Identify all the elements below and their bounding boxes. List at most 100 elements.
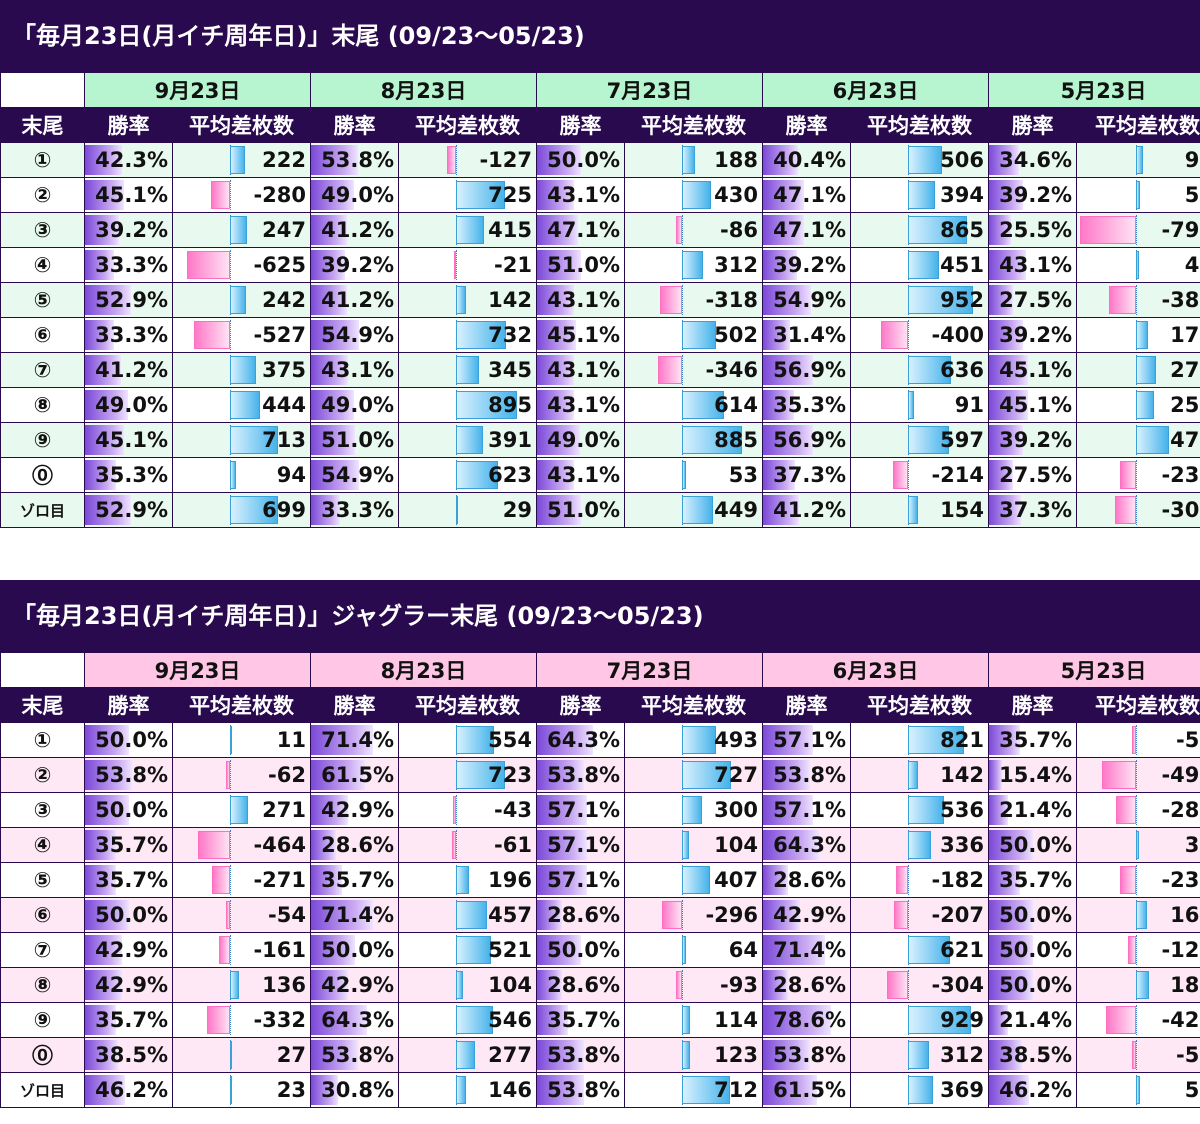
avg-diff-value: -307: [1161, 498, 1200, 522]
win-rate-bar: [311, 935, 355, 965]
win-rate-bar: [311, 390, 354, 420]
avg-diff-value: 136: [262, 973, 306, 997]
avg-diff-value: -235: [1161, 463, 1200, 487]
table-row: ③ 50.0% 271 42.9% -43 57.1% 300 57.1% 536 21.4% -2…: [0, 792, 1200, 828]
avg-diff-positive-bar: [456, 901, 487, 929]
avg-diff-cell: 91: [850, 387, 989, 423]
row-label: ⑥: [0, 317, 85, 353]
win-rate-bar: [85, 145, 122, 175]
avg-diff-positive-bar: [908, 181, 935, 209]
win-rate-cell: 21.4%: [988, 792, 1077, 828]
avg-diff-value: 506: [940, 148, 984, 172]
win-rate-bar: [537, 760, 584, 790]
win-rate-cell: 38.5%: [84, 1037, 173, 1073]
win-rate-bar: [85, 725, 129, 755]
win-rate-bar: [763, 180, 804, 210]
win-rate-cell: 28.6%: [310, 827, 399, 863]
win-rate-bar: [537, 285, 575, 315]
avg-diff-positive-bar: [908, 831, 931, 859]
win-rate-cell: 47.1%: [536, 212, 625, 248]
avg-diff-positive-bar: [1136, 831, 1139, 859]
avg-diff-value: -50: [1176, 728, 1200, 752]
win-rate-bar: [85, 900, 129, 930]
win-rate-value: 35.3%: [95, 463, 168, 487]
avg-diff-value: -93: [720, 973, 758, 997]
avg-diff-value: -799: [1161, 218, 1200, 242]
avg-diff-value: 521: [488, 938, 532, 962]
avg-diff-positive-bar: [456, 391, 517, 419]
avg-diff-positive-bar: [230, 796, 248, 824]
avg-diff-positive-bar: [456, 426, 483, 454]
win-rate-bar: [989, 460, 1013, 490]
win-rate-cell: 35.7%: [84, 827, 173, 863]
win-rate-cell: 39.2%: [84, 212, 173, 248]
avg-diff-negative-bar: [1080, 216, 1136, 244]
win-rate-value: 53.8%: [547, 1078, 620, 1102]
avg-diff-cell: 952: [850, 282, 989, 318]
avg-diff-cell: 449: [624, 492, 763, 528]
column-header-rate: 勝率: [536, 687, 625, 723]
zero-axis: [682, 285, 683, 315]
row-label: ⑧: [0, 967, 85, 1003]
avg-diff-cell: -625: [172, 247, 311, 283]
avg-diff-positive-bar: [682, 796, 702, 824]
avg-diff-value: 444: [262, 393, 306, 417]
win-rate-cell: 15.4%: [988, 757, 1077, 793]
avg-diff-positive-bar: [682, 726, 716, 754]
avg-diff-value: -304: [931, 973, 984, 997]
win-rate-value: 28.6%: [547, 903, 620, 927]
avg-diff-positive-bar: [908, 286, 973, 314]
win-rate-value: 56.9%: [773, 428, 846, 452]
zero-axis: [456, 145, 457, 175]
column-header-diff: 平均差枚数: [850, 687, 989, 723]
column-header-diff: 平均差枚数: [624, 107, 763, 143]
avg-diff-cell: -271: [172, 862, 311, 898]
avg-diff-value: 104: [488, 973, 532, 997]
avg-diff-positive-bar: [456, 286, 466, 314]
win-rate-value: 50.0%: [547, 148, 620, 172]
win-rate-cell: 33.3%: [84, 247, 173, 283]
win-rate-cell: 39.2%: [988, 177, 1077, 213]
win-rate-value: 21.4%: [999, 798, 1072, 822]
win-rate-cell: 35.7%: [310, 862, 399, 898]
table-row: ⑤ 52.9% 242 41.2% 142 43.1% -318 54.9% 952 27.5% -…: [0, 282, 1200, 318]
avg-diff-value: -625: [253, 253, 306, 277]
table-row: ④ 35.7% -464 28.6% -61 57.1% 104 64.3% 336 50.0% 3…: [0, 827, 1200, 863]
avg-diff-cell: -464: [172, 827, 311, 863]
avg-diff-positive-bar: [908, 391, 914, 419]
win-rate-value: 64.3%: [773, 833, 846, 857]
column-header-rate: 勝率: [310, 107, 399, 143]
win-rate-value: 53.8%: [95, 763, 168, 787]
win-rate-cell: 41.2%: [84, 352, 173, 388]
win-rate-cell: 54.9%: [762, 282, 851, 318]
row-label: ゾロ目: [0, 1072, 85, 1108]
avg-diff-negative-bar: [894, 901, 908, 929]
win-rate-value: 42.9%: [95, 938, 168, 962]
avg-diff-value: 493: [714, 728, 758, 752]
win-rate-cell: 37.3%: [762, 457, 851, 493]
win-rate-cell: 28.6%: [536, 967, 625, 1003]
avg-diff-negative-bar: [896, 866, 908, 894]
table-row: ⑨ 45.1% 713 51.0% 391 49.0% 885 56.9% 597 39.2% 47…: [0, 422, 1200, 458]
avg-diff-negative-bar: [454, 251, 456, 279]
win-rate-bar: [85, 830, 117, 860]
zero-axis: [230, 180, 231, 210]
win-rate-value: 39.2%: [321, 253, 394, 277]
avg-diff-value: 91: [954, 393, 984, 417]
avg-diff-cell: -214: [850, 457, 989, 493]
avg-diff-value: 154: [940, 498, 984, 522]
win-rate-cell: 33.3%: [84, 317, 173, 353]
avg-diff-value: 391: [488, 428, 532, 452]
win-rate-bar: [989, 1040, 1023, 1070]
avg-diff-value: -429: [1161, 1008, 1200, 1032]
win-rate-cell: 49.0%: [310, 387, 399, 423]
win-rate-cell: 64.3%: [762, 827, 851, 863]
avg-diff-positive-bar: [1136, 251, 1139, 279]
win-rate-value: 34.6%: [999, 148, 1072, 172]
win-rate-value: 40.4%: [773, 148, 846, 172]
avg-diff-value: 369: [940, 1078, 984, 1102]
month-header: 7月23日: [536, 652, 763, 688]
column-header-diff: 平均差枚数: [1076, 107, 1200, 143]
avg-diff-cell: 506: [850, 142, 989, 178]
win-rate-value: 45.1%: [999, 393, 1072, 417]
